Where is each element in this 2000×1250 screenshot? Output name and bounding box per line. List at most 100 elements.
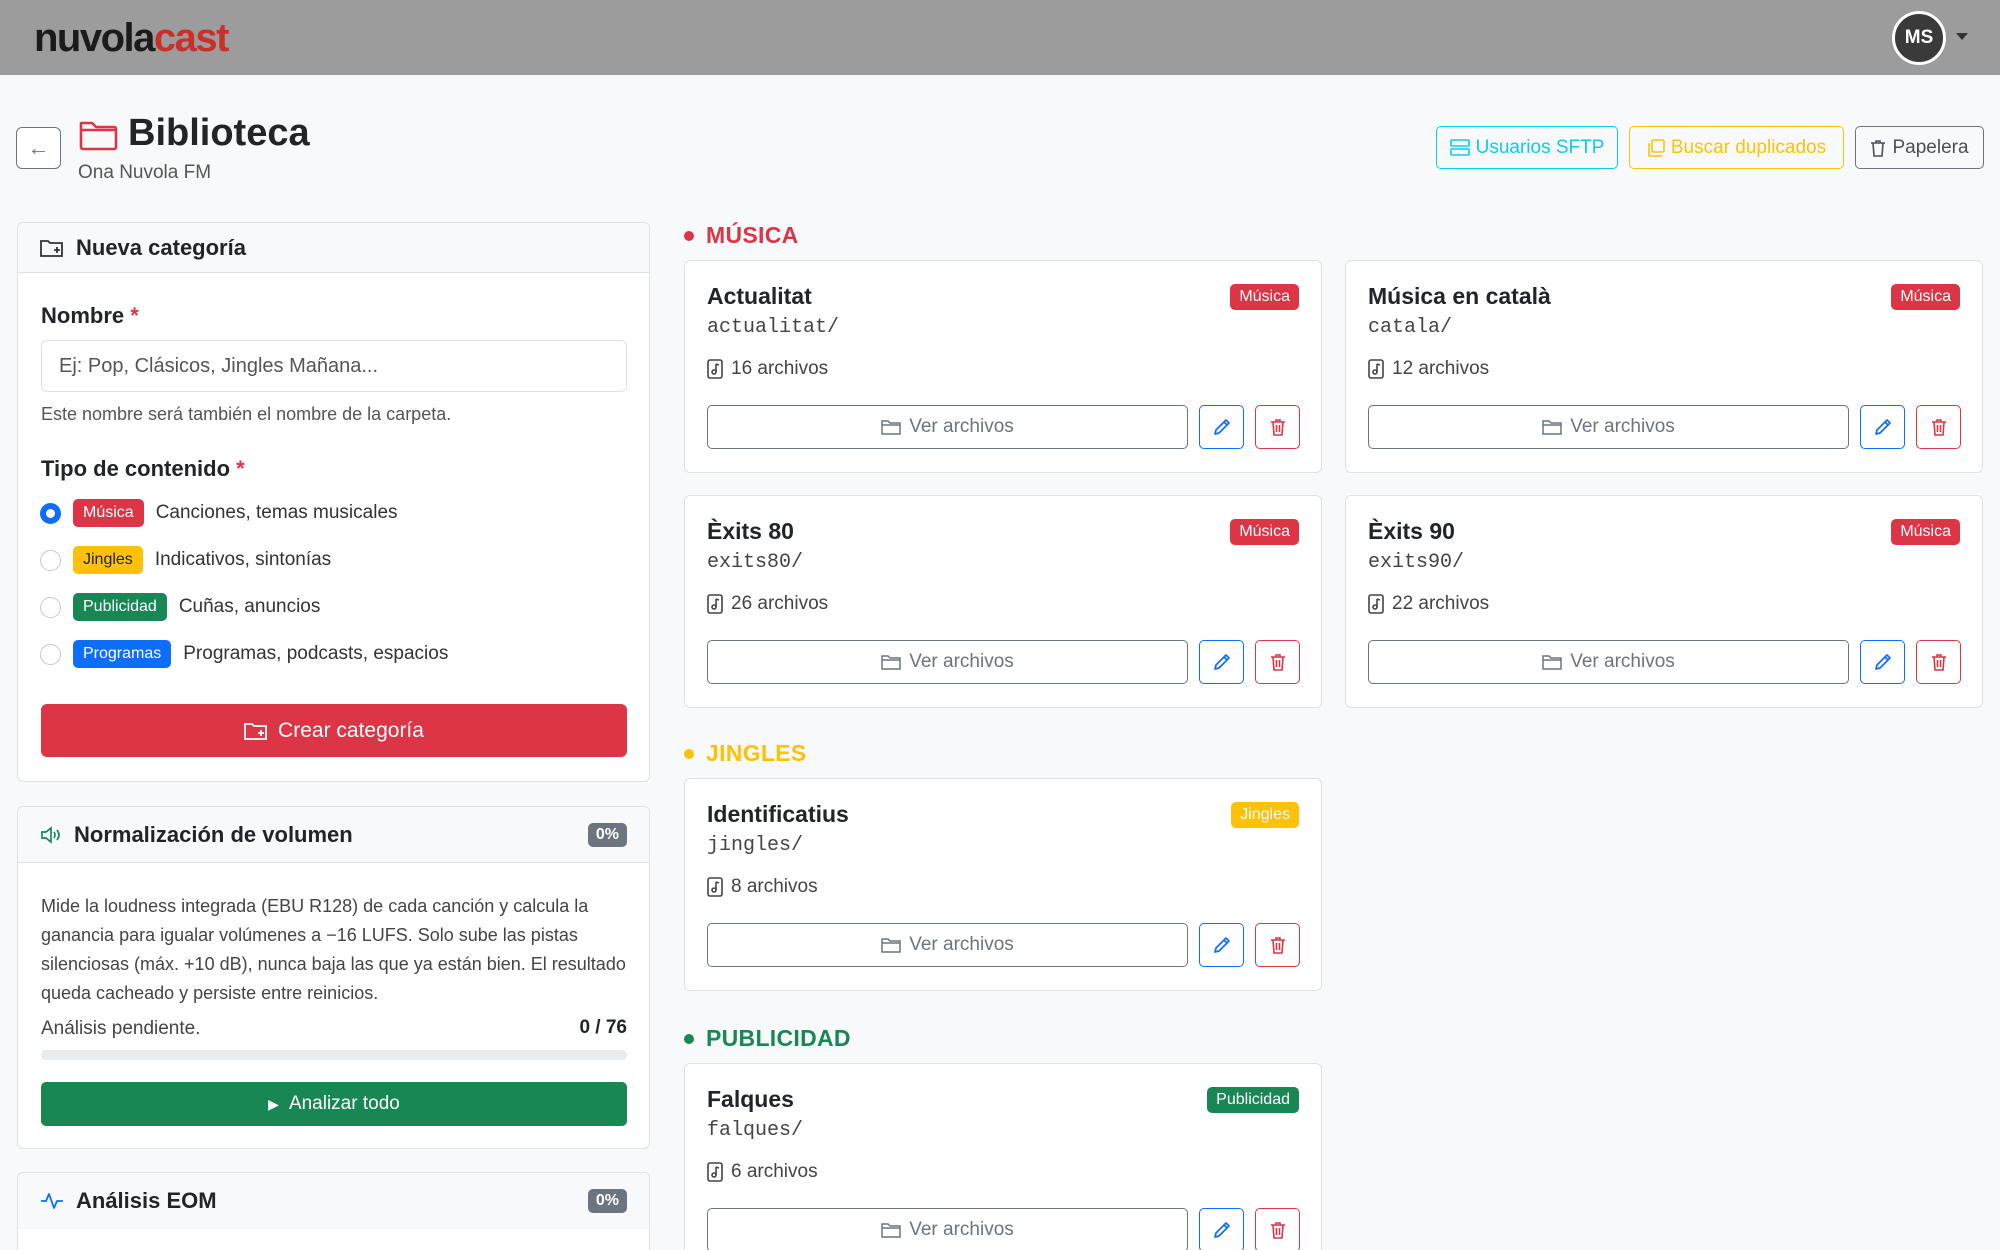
category-card-identificatius: Identificatius Jingles jingles/ 8 archiv… [684, 778, 1322, 991]
type-option-publicidad[interactable]: Publicidad Cuñas, anuncios [40, 593, 320, 621]
folder-plus-icon [40, 239, 63, 257]
name-label: Nombre * [41, 303, 139, 328]
user-avatar[interactable]: MS [1892, 11, 1946, 65]
new-category-card: Nueva categoría Nombre * Este nombre ser… [17, 222, 650, 782]
radio-jingles[interactable] [40, 549, 61, 571]
analysis-status: Análisis pendiente. [41, 1018, 201, 1039]
category-card-falques: Falques Publicidad falques/ 6 archivos V… [684, 1063, 1322, 1250]
folder-icon [881, 654, 901, 670]
play-icon: ▶ [268, 1095, 279, 1112]
content-type-label: Tipo de contenido * [41, 456, 245, 481]
analysis-progress-bar [41, 1050, 627, 1060]
category-title: Èxits 80 [707, 518, 794, 544]
category-path: catala/ [1368, 316, 1453, 339]
category-card-musica-catala: Música en català Música catala/ 12 archi… [1345, 260, 1983, 473]
view-files-button[interactable]: Ver archivos [707, 405, 1188, 449]
type-option-jingles[interactable]: Jingles Indicativos, sintonías [40, 546, 331, 574]
category-type-badge: Música [1891, 519, 1960, 545]
edit-category-button[interactable] [1860, 405, 1905, 449]
category-name-input[interactable] [41, 340, 627, 392]
view-files-button[interactable]: Ver archivos [707, 923, 1188, 967]
edit-category-button[interactable] [1199, 923, 1244, 967]
server-icon [1449, 138, 1470, 156]
view-files-button[interactable]: Ver archivos [707, 640, 1188, 684]
trash-button[interactable]: Papelera [1855, 126, 1984, 169]
normalization-header: Normalización de volumen 0% [18, 807, 649, 863]
pencil-icon [1212, 935, 1232, 955]
view-files-button[interactable]: Ver archivos [707, 1208, 1188, 1250]
category-title: Identificatius [707, 801, 849, 827]
section-dot [684, 1033, 694, 1044]
section-publicidad-heading: PUBLICIDAD [684, 1025, 851, 1052]
delete-category-button[interactable] [1916, 640, 1961, 684]
edit-category-button[interactable] [1199, 1208, 1244, 1250]
edit-category-button[interactable] [1199, 640, 1244, 684]
music-file-icon [707, 1162, 723, 1182]
name-help-text: Este nombre será también el nombre de la… [41, 404, 452, 424]
section-dot [684, 230, 694, 241]
chevron-down-icon[interactable] [1956, 33, 1968, 40]
station-name: Ona Nuvola FM [78, 162, 212, 183]
edit-category-button[interactable] [1199, 405, 1244, 449]
analyze-all-button[interactable]: ▶ Analizar todo [41, 1082, 627, 1126]
badge-musica: Música [73, 499, 144, 527]
category-file-count: 16 archivos [707, 358, 828, 380]
find-duplicates-button[interactable]: Buscar duplicados [1629, 126, 1844, 169]
category-type-badge: Jingles [1231, 802, 1299, 828]
trash-icon [1270, 936, 1286, 954]
delete-category-button[interactable] [1255, 1208, 1300, 1250]
category-type-badge: Música [1891, 284, 1960, 310]
activity-icon [41, 1193, 63, 1209]
radio-musica[interactable] [40, 502, 61, 524]
sftp-users-button[interactable]: Usuarios SFTP [1436, 126, 1618, 169]
view-files-button[interactable]: Ver archivos [1368, 640, 1849, 684]
app-logo[interactable]: nuvolacast [34, 16, 229, 60]
category-card-exits-80: Èxits 80 Música exits80/ 26 archivos Ver… [684, 495, 1322, 708]
pencil-icon [1873, 652, 1893, 672]
category-file-count: 6 archivos [707, 1161, 818, 1183]
eom-percent-badge: 0% [587, 1189, 627, 1213]
category-type-badge: Música [1230, 284, 1299, 310]
folder-plus-icon [244, 722, 267, 740]
delete-category-button[interactable] [1255, 405, 1300, 449]
page-title: Biblioteca [128, 112, 310, 154]
view-files-button[interactable]: Ver archivos [1368, 405, 1849, 449]
trash-icon [1931, 418, 1947, 436]
trash-icon [1270, 418, 1286, 436]
pencil-icon [1873, 417, 1893, 437]
analysis-count: 0 / 76 [579, 1017, 627, 1038]
category-file-count: 12 archivos [1368, 358, 1489, 380]
section-jingles-heading: JINGLES [684, 740, 807, 767]
section-musica-heading: MÚSICA [684, 222, 799, 249]
delete-category-button[interactable] [1255, 923, 1300, 967]
radio-programas[interactable] [40, 643, 61, 665]
trash-icon [1270, 653, 1286, 671]
music-file-icon [707, 359, 723, 379]
type-option-musica[interactable]: Música Canciones, temas musicales [40, 499, 398, 527]
normalization-description: Mide la loudness integrada (EBU R128) de… [41, 896, 626, 1003]
create-category-button[interactable]: Crear categoría [41, 704, 627, 757]
music-file-icon [1368, 594, 1384, 614]
page-header: Biblioteca [78, 112, 310, 155]
radio-publicidad[interactable] [40, 596, 61, 618]
folder-icon [881, 1222, 901, 1238]
copy-icon [1648, 138, 1665, 157]
category-file-count: 8 archivos [707, 876, 818, 898]
trash-icon [1871, 139, 1886, 157]
trash-icon [1931, 653, 1947, 671]
category-card-exits-90: Èxits 90 Música exits90/ 22 archivos Ver… [1345, 495, 1983, 708]
category-type-badge: Música [1230, 519, 1299, 545]
back-button[interactable]: ← [16, 127, 61, 169]
folder-icon [79, 121, 118, 150]
top-navbar: nuvolacast MS [0, 0, 2000, 75]
category-card-actualitat: Actualitat Música actualitat/ 16 archivo… [684, 260, 1322, 473]
eom-analysis-card: Análisis EOM 0% [17, 1172, 650, 1250]
badge-jingles: Jingles [73, 546, 143, 574]
type-option-programas[interactable]: Programas Programas, podcasts, espacios [40, 640, 448, 668]
delete-category-button[interactable] [1916, 405, 1961, 449]
trash-icon [1270, 1221, 1286, 1239]
delete-category-button[interactable] [1255, 640, 1300, 684]
category-title: Música en català [1368, 283, 1551, 309]
edit-category-button[interactable] [1860, 640, 1905, 684]
category-path: jingles/ [707, 834, 804, 857]
